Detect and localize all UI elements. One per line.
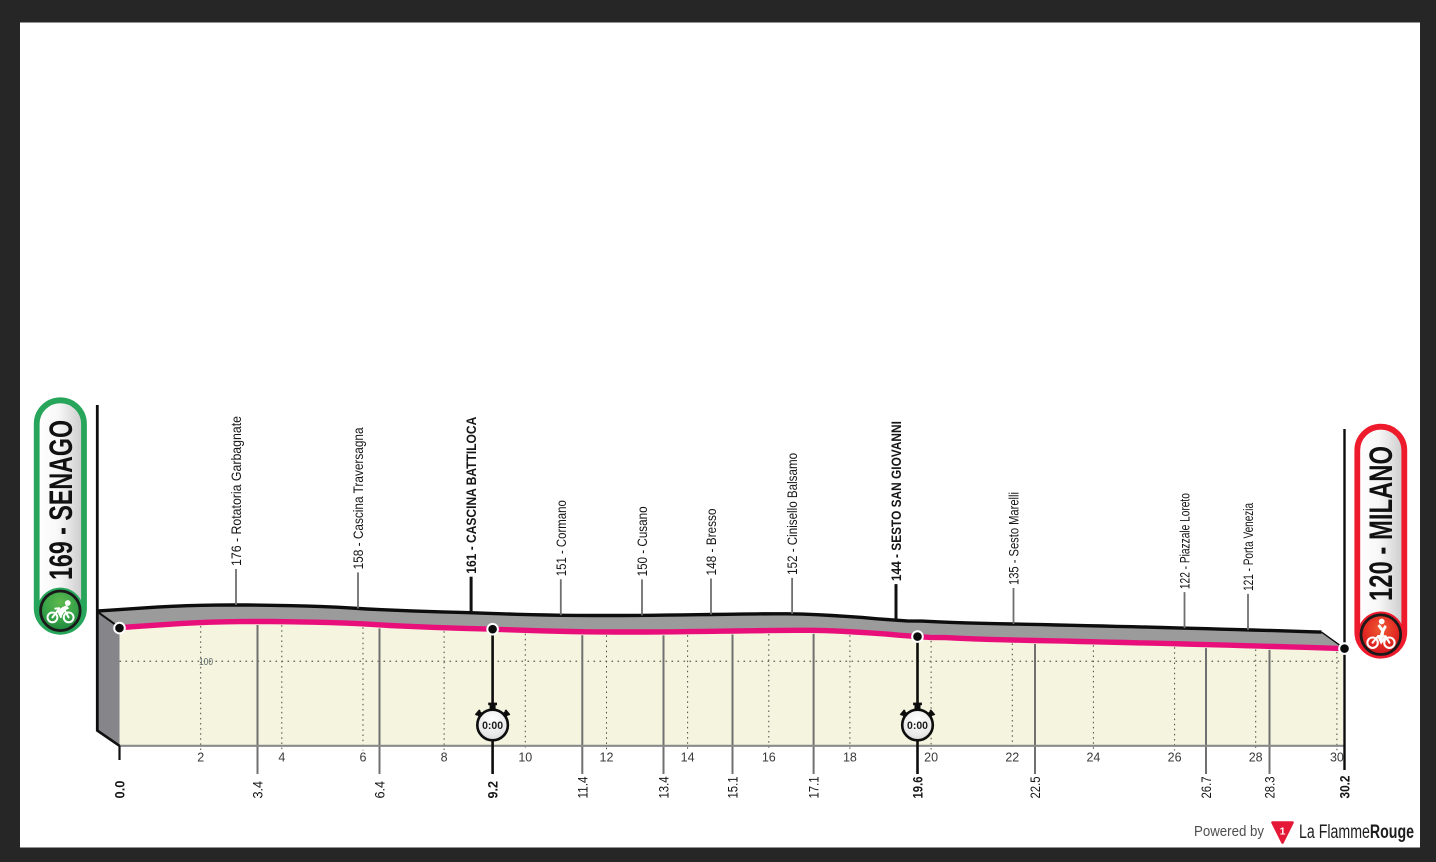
svg-text:18: 18 — [843, 751, 857, 765]
svg-text:28: 28 — [1249, 751, 1263, 765]
svg-text:176 - Rotatoria Garbagnate: 176 - Rotatoria Garbagnate — [228, 416, 244, 566]
svg-text:144 - SESTO SAN GIOVANNI: 144 - SESTO SAN GIOVANNI — [888, 421, 904, 581]
svg-text:120 - MILANO: 120 - MILANO — [1363, 446, 1399, 601]
svg-text:17.1: 17.1 — [807, 777, 822, 799]
svg-text:19.6: 19.6 — [911, 776, 926, 798]
svg-text:16: 16 — [762, 751, 776, 765]
svg-text:26: 26 — [1168, 751, 1182, 765]
svg-text:158 - Cascina Traversagna: 158 - Cascina Traversagna — [350, 427, 366, 569]
svg-text:26.7: 26.7 — [1199, 777, 1214, 799]
svg-text:La FlammeRouge: La FlammeRouge — [1299, 822, 1414, 843]
svg-text:161 - CASCINA BATTILOCA: 161 - CASCINA BATTILOCA — [463, 417, 479, 574]
svg-text:30.2: 30.2 — [1338, 776, 1353, 799]
svg-text:2: 2 — [197, 751, 204, 765]
svg-text:152 - Cinisello Balsamo: 152 - Cinisello Balsamo — [784, 453, 800, 575]
svg-text:6.4: 6.4 — [373, 781, 388, 799]
svg-text:0:00: 0:00 — [907, 720, 928, 732]
svg-text:14: 14 — [681, 751, 695, 765]
svg-text:100: 100 — [199, 657, 213, 668]
svg-text:135 - Sesto Marelli: 135 - Sesto Marelli — [1006, 492, 1022, 585]
svg-text:8: 8 — [441, 751, 448, 765]
svg-text:121 - Porta Venezia: 121 - Porta Venezia — [1240, 503, 1256, 591]
svg-text:4: 4 — [278, 751, 285, 765]
svg-text:150 - Cusano: 150 - Cusano — [634, 506, 650, 576]
svg-text:151 - Cormano: 151 - Cormano — [553, 500, 569, 576]
svg-text:13.4: 13.4 — [657, 776, 672, 798]
svg-text:3.4: 3.4 — [251, 781, 266, 799]
svg-text:12: 12 — [600, 751, 614, 765]
svg-text:28.3: 28.3 — [1263, 777, 1278, 799]
svg-text:169 - SENAGO: 169 - SENAGO — [43, 420, 79, 580]
svg-text:1: 1 — [1280, 826, 1286, 838]
svg-text:30: 30 — [1330, 751, 1344, 765]
svg-text:22: 22 — [1005, 751, 1019, 765]
svg-text:15.1: 15.1 — [726, 777, 741, 799]
svg-text:9.2: 9.2 — [486, 781, 501, 799]
svg-text:11.4: 11.4 — [575, 776, 590, 798]
svg-text:20: 20 — [924, 751, 938, 765]
svg-text:22.5: 22.5 — [1028, 777, 1043, 799]
svg-text:24: 24 — [1086, 751, 1100, 765]
svg-text:0.0: 0.0 — [113, 781, 128, 799]
svg-text:0:00: 0:00 — [482, 720, 503, 732]
svg-text:Powered by: Powered by — [1194, 823, 1264, 840]
svg-text:122 - Piazzale Loreto: 122 - Piazzale Loreto — [1177, 493, 1193, 589]
svg-text:10: 10 — [518, 751, 532, 765]
svg-text:6: 6 — [360, 751, 367, 765]
svg-text:148 - Bresso: 148 - Bresso — [703, 508, 719, 575]
